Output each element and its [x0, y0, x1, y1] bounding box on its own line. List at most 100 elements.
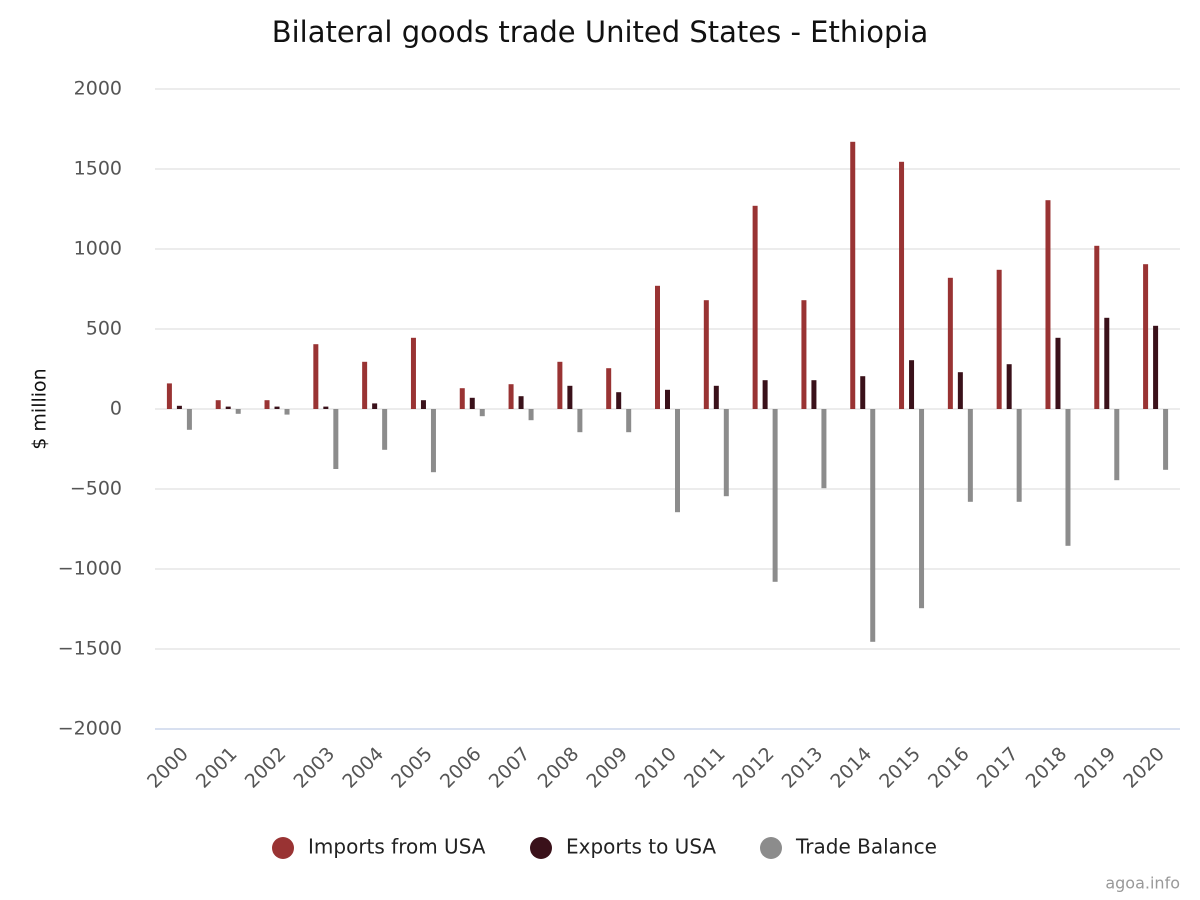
bar: [382, 409, 388, 450]
bar: [323, 406, 329, 409]
x-tick-label: 2009: [582, 743, 632, 793]
y-tick-label: 500: [86, 318, 122, 340]
x-tick-label: 2008: [534, 743, 584, 793]
x-tick-label: 2020: [1119, 743, 1169, 793]
bar: [567, 385, 573, 409]
bar: [1114, 409, 1120, 481]
bar: [947, 277, 953, 409]
legend-label: Trade Balance: [795, 835, 937, 859]
bar: [626, 409, 632, 433]
x-tick-label: 2014: [826, 743, 876, 793]
bar: [675, 409, 680, 513]
legend-label: Exports to USA: [566, 835, 716, 859]
bar: [909, 360, 915, 409]
bar: [410, 337, 416, 409]
bar: [225, 406, 231, 409]
y-axis-label: $ million: [29, 368, 51, 449]
bar: [1055, 337, 1061, 409]
x-tick-label: 2004: [338, 743, 388, 793]
x-tick-label: 2015: [875, 743, 925, 793]
bar: [469, 397, 475, 409]
bar: [215, 400, 221, 409]
x-tick-label: 2011: [680, 743, 730, 793]
bar: [577, 409, 583, 433]
bar: [606, 368, 612, 409]
x-tick-label: 2003: [290, 743, 340, 793]
bar: [176, 405, 182, 409]
bar: [1153, 325, 1159, 409]
y-tick-label: −1500: [58, 638, 122, 660]
bar: [274, 406, 280, 409]
bar: [284, 409, 290, 415]
bar: [1104, 317, 1110, 409]
bar: [508, 384, 514, 409]
x-tick-label: 2013: [778, 743, 828, 793]
bar: [479, 409, 485, 417]
legend-marker: [530, 837, 552, 859]
x-tick-label: 2005: [387, 743, 437, 793]
bar: [1163, 409, 1169, 470]
bar: [1065, 409, 1071, 546]
bar: [1143, 264, 1149, 409]
chart-title: Bilateral goods trade United States - Et…: [272, 15, 929, 49]
x-tick-label: 2016: [924, 743, 974, 793]
x-tick-label: 2006: [436, 743, 486, 793]
bar: [333, 409, 339, 469]
legend-marker: [272, 837, 294, 859]
bar: [870, 409, 876, 642]
bar: [860, 376, 866, 409]
y-tick-label: −500: [70, 478, 122, 500]
x-tick-label: 2002: [241, 743, 291, 793]
x-tick-label: 2018: [1022, 743, 1072, 793]
credit: agoa.info: [1105, 874, 1180, 893]
bar: [264, 400, 270, 409]
bar: [518, 396, 524, 409]
bar: [313, 344, 319, 409]
bar: [899, 161, 905, 409]
bar: [420, 400, 426, 409]
bar: [762, 380, 768, 409]
bar: [850, 141, 856, 410]
x-tick-label: 2010: [631, 743, 681, 793]
bar: [186, 409, 192, 430]
bar: [1006, 364, 1012, 409]
bar: [528, 409, 534, 421]
bar: [665, 389, 670, 409]
bar: [372, 403, 378, 409]
bar: [1045, 200, 1051, 409]
y-tick-label: −2000: [58, 718, 122, 740]
bar: [723, 409, 729, 497]
bar: [1016, 409, 1022, 502]
bar: [655, 285, 660, 409]
y-tick-label: 1500: [74, 158, 122, 180]
y-tick-label: 0: [110, 398, 122, 420]
bar: [362, 361, 368, 409]
y-tick-label: −1000: [58, 558, 122, 580]
bar: [996, 269, 1002, 409]
bar: [459, 388, 465, 409]
bar: [967, 409, 973, 502]
legend-label: Imports from USA: [308, 835, 486, 859]
bar: [957, 372, 963, 409]
bar: [811, 380, 817, 409]
x-tick-label: 2012: [729, 743, 779, 793]
bar: [235, 409, 241, 414]
bar: [166, 383, 172, 409]
bar: [713, 385, 719, 409]
y-tick-label: 2000: [74, 78, 122, 100]
bar: [821, 409, 827, 489]
x-tick-label: 2000: [143, 743, 193, 793]
legend-marker: [760, 837, 782, 859]
bar: [430, 409, 436, 473]
bar: [703, 300, 709, 409]
bar: [772, 409, 778, 582]
bar: [616, 392, 622, 409]
x-tick-label: 2007: [485, 743, 535, 793]
x-tick-label: 2019: [1070, 743, 1120, 793]
bar: [557, 361, 563, 409]
bar: [752, 205, 758, 409]
bar: [1094, 245, 1100, 409]
bar: [801, 300, 807, 409]
x-tick-label: 2017: [973, 743, 1023, 793]
